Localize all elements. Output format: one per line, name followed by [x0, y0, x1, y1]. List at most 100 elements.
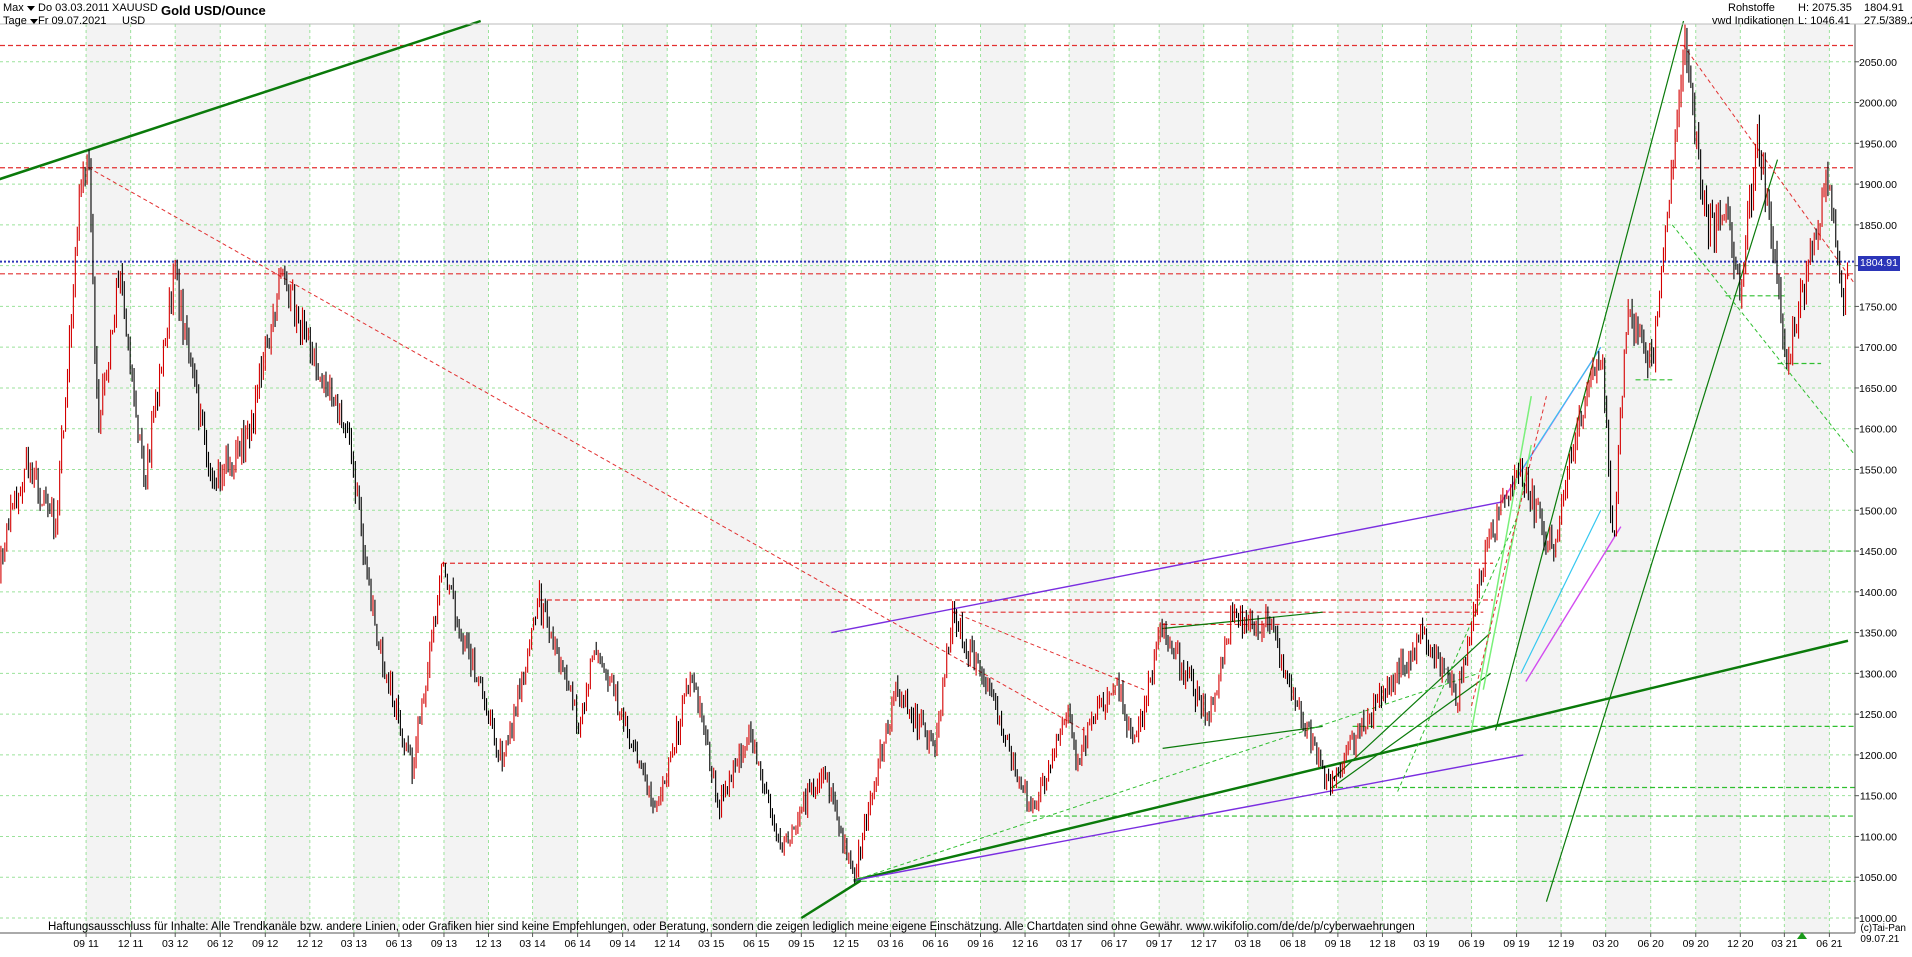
x-tick-label: 03 12	[162, 938, 188, 950]
x-tick-label: 06 19	[1458, 938, 1484, 950]
x-tick-label: 09 11	[73, 938, 99, 950]
ratio-label: 27.5/389.2	[1864, 15, 1912, 27]
time-band	[532, 24, 578, 933]
trend-line	[831, 501, 1502, 634]
time-band	[1695, 24, 1741, 933]
y-tick-label: 1450.00	[1859, 546, 1897, 558]
x-tick-label: 06 18	[1280, 938, 1306, 950]
trend-line	[853, 639, 1849, 882]
y-tick-label: 2050.00	[1859, 57, 1897, 69]
category-label: Rohstoffe	[1728, 2, 1775, 14]
currency-label: USD	[122, 15, 146, 27]
y-tick-label: 1000.00	[1859, 913, 1897, 925]
end-date-label: 09.07.21	[1860, 934, 1900, 945]
x-tick-label: 03 19	[1413, 938, 1439, 950]
trend-lines	[0, 19, 1854, 920]
dashed-trend-line	[1397, 518, 1518, 792]
time-band	[353, 24, 399, 933]
trend-line	[800, 879, 862, 920]
x-tick-label: 09 20	[1683, 938, 1709, 950]
y-tick-label: 2000.00	[1859, 98, 1897, 110]
y-tick-label: 1700.00	[1859, 342, 1897, 354]
trend-line	[1525, 526, 1622, 682]
chevron-down-icon	[29, 18, 38, 24]
time-band	[1247, 24, 1293, 933]
trend-line	[853, 754, 1524, 882]
y-tick-label: 1100.00	[1860, 831, 1897, 843]
y-tick-label: 1550.00	[1859, 465, 1897, 477]
x-tick-label: 06 13	[386, 938, 412, 950]
time-band	[1159, 24, 1204, 933]
time-band	[443, 24, 489, 933]
source-label: vwd Indikationen	[1712, 15, 1794, 27]
x-tick-label: 06 12	[207, 938, 233, 950]
time-band	[980, 24, 1026, 933]
y-tick-label: 1850.00	[1859, 220, 1897, 232]
x-tick-label: 12 15	[833, 938, 859, 950]
y-tick-label: 1200.00	[1859, 750, 1897, 762]
chevron-down-icon	[26, 5, 35, 11]
range-label: Max	[3, 2, 24, 14]
x-tick-label: 03 18	[1235, 938, 1261, 950]
plot-frame	[0, 23, 1912, 934]
x-tick-label: 12 20	[1727, 938, 1753, 950]
y-tick-label: 1050.00	[1859, 872, 1897, 884]
trend-line	[1331, 632, 1492, 780]
x-tick-label: 12 16	[1012, 938, 1038, 950]
dashed-trend-line	[88, 167, 1085, 731]
x-tick-label: 06 15	[743, 938, 769, 950]
x-tick-label: 06 14	[564, 938, 590, 950]
x-tick-label: 03 14	[519, 938, 545, 950]
period-selector[interactable]: Tage	[3, 15, 38, 28]
x-tick-label: 12 12	[297, 938, 323, 950]
time-band	[1337, 24, 1383, 933]
time-band	[1516, 24, 1562, 933]
trend-line	[1162, 725, 1323, 749]
x-tick-label: 12 13	[475, 938, 501, 950]
x-tick-label: 09 12	[252, 938, 278, 950]
period-label: Tage	[3, 15, 27, 27]
date-from: Do 03.03.2011	[38, 2, 110, 14]
copyright-label: (c)Tai-Pan	[1860, 923, 1906, 934]
x-tick-label: 12 19	[1548, 938, 1574, 950]
range-selector[interactable]: Max	[3, 2, 35, 15]
x-tick-label: 09 16	[967, 938, 993, 950]
symbol-label: XAUUSD	[112, 2, 158, 14]
x-tick-label: 03 17	[1056, 938, 1082, 950]
x-tick-label: 12 18	[1369, 938, 1395, 950]
x-tick-label: 03 21	[1771, 938, 1797, 950]
trend-line	[1516, 346, 1602, 478]
scroll-marker-icon[interactable]	[1797, 932, 1807, 939]
y-tick-label: 1250.00	[1859, 709, 1897, 721]
trend-line	[1482, 444, 1532, 690]
dashed-trend-line	[853, 672, 1479, 881]
y-tick-label: 1400.00	[1859, 587, 1897, 599]
x-tick-label: 09 15	[788, 938, 814, 950]
x-tick-label: 09 14	[610, 938, 636, 950]
x-tick-label: 03 16	[877, 938, 903, 950]
trend-line	[1470, 395, 1532, 731]
y-tick-label: 1300.00	[1859, 668, 1897, 680]
time-band	[890, 24, 936, 933]
trend-line	[1520, 510, 1602, 674]
time-band	[175, 24, 221, 933]
x-tick-label: 06 20	[1638, 938, 1664, 950]
time-band	[1069, 24, 1115, 933]
x-axis: 09 11 12 11 03 12 06 12 09 12 12 12 03 13 06 13…	[73, 933, 1843, 950]
time-band	[1784, 24, 1830, 933]
x-tick-label: 06 16	[922, 938, 948, 950]
x-tick-label: 03 15	[698, 938, 724, 950]
time-band	[1605, 24, 1651, 933]
trend-line	[0, 19, 482, 181]
copyright-text: (c)Tai-Pan 09.07.21	[1860, 923, 1906, 945]
x-tick-label: 06 21	[1816, 938, 1842, 950]
y-tick-label: 1500.00	[1859, 505, 1897, 517]
x-tick-label: 06 17	[1101, 938, 1127, 950]
y-axis: 1000.00 1050.00 1100.00 1150.00 1200.00 1250.…	[1855, 57, 1897, 925]
y-tick-label: 1600.00	[1859, 424, 1897, 436]
x-tick-label: 09 13	[431, 938, 457, 950]
x-tick-label: 09 18	[1325, 938, 1351, 950]
x-tick-label: 12 14	[654, 938, 680, 950]
